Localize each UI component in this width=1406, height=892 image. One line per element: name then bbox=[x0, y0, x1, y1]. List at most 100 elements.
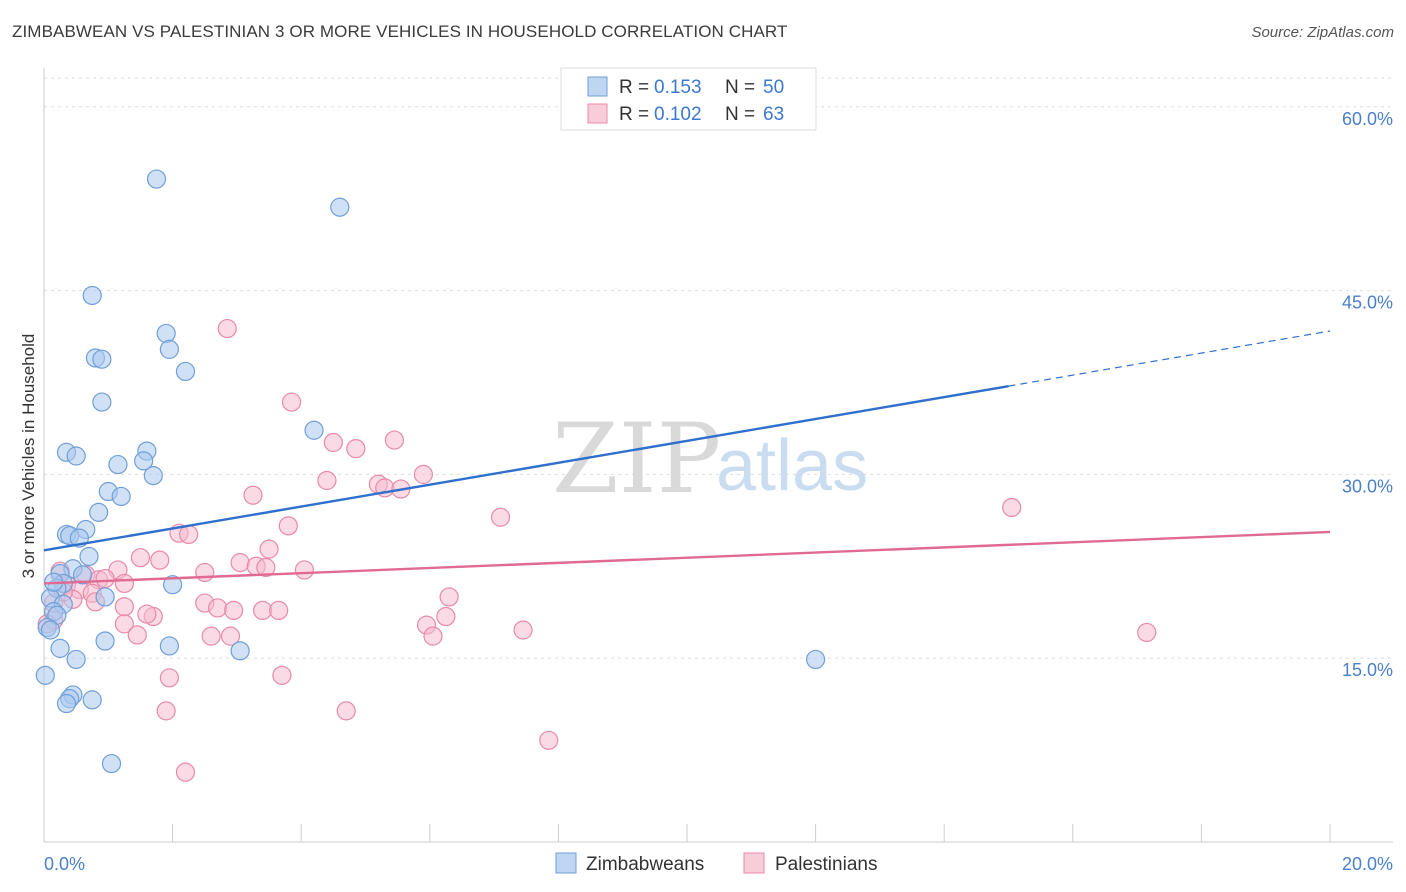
zimbabweans-point-8 bbox=[92, 392, 112, 412]
zimbabweans-point-45 bbox=[82, 690, 102, 710]
zimbabweans-point-4 bbox=[159, 339, 179, 359]
zimbabweans-point-46 bbox=[56, 693, 77, 714]
palestinians-point-37 bbox=[114, 597, 134, 617]
palestinians-point-10 bbox=[243, 485, 263, 505]
palestinians-point-28 bbox=[95, 568, 115, 589]
watermark: ZIP atlas bbox=[552, 403, 868, 515]
grid-lines bbox=[44, 77, 1393, 659]
zimbabweans-point-49 bbox=[72, 565, 93, 585]
zimbabweans-point-18 bbox=[89, 502, 109, 522]
trend-line-zimbabweans-extension bbox=[1008, 330, 1331, 387]
zimbabweans-point-0 bbox=[146, 169, 167, 189]
palestinians-point-24 bbox=[294, 560, 315, 580]
bottom-legend: Zimbabweans Palestinians bbox=[555, 852, 877, 875]
zimbabweans-point-9 bbox=[304, 420, 324, 440]
palestinians-point-16 bbox=[259, 539, 279, 559]
zimbabweans-point-30 bbox=[95, 587, 115, 607]
zimbabweans-point-35 bbox=[40, 620, 61, 640]
legend-swatch-pink bbox=[587, 103, 608, 124]
zimbabweans-point-6 bbox=[92, 349, 112, 369]
palestinians-point-0 bbox=[217, 318, 237, 339]
palestinians-point-55 bbox=[159, 668, 179, 688]
legend-r-label-1: R = bbox=[619, 77, 649, 98]
palestinians-point-11 bbox=[490, 507, 511, 527]
bottom-legend-swatch-pink bbox=[743, 852, 765, 874]
zimbabweans-point-1 bbox=[330, 197, 350, 217]
palestinians-point-4 bbox=[384, 430, 405, 450]
palestinians-point-56 bbox=[156, 701, 176, 721]
palestinians-point-21 bbox=[256, 557, 276, 578]
palestinians-point-62 bbox=[137, 604, 157, 624]
zimbabweans-point-28 bbox=[163, 575, 183, 595]
bottom-legend-swatch-blue bbox=[555, 852, 577, 874]
palestinians-point-52 bbox=[423, 626, 443, 646]
legend: R = 0.153 N = 50 R = 0.102 N = 63 bbox=[560, 67, 817, 131]
zimbabweans-point-7 bbox=[175, 361, 196, 382]
trend-line-zimbabweans bbox=[43, 384, 1009, 552]
zimbabweans-point-37 bbox=[159, 636, 179, 656]
palestinians-point-58 bbox=[539, 730, 559, 750]
palestinians-point-12 bbox=[1002, 497, 1022, 518]
zimbabweans-point-42 bbox=[35, 665, 55, 685]
palestinians-point-38 bbox=[208, 598, 228, 618]
legend-r-value-1: 0.153 bbox=[654, 77, 702, 98]
palestinians-point-40 bbox=[253, 600, 273, 621]
zimbabweans-point-38 bbox=[50, 638, 70, 658]
zimbabweans-point-2 bbox=[82, 285, 102, 306]
legend-swatch-blue bbox=[587, 76, 608, 97]
y-tick-label-1: 30.0% bbox=[1342, 476, 1393, 496]
palestinians-point-15 bbox=[179, 524, 199, 545]
y-axis-label: 3 or more Vehicles in Household bbox=[19, 334, 38, 579]
trend-lines bbox=[43, 330, 1331, 585]
palestinians-point-13 bbox=[278, 516, 298, 536]
palestinians-point-29 bbox=[114, 573, 134, 594]
x-tick-label-0: 0.0% bbox=[44, 854, 85, 874]
chart-title: ZIMBABWEAN VS PALESTINIAN 3 OR MORE VEHI… bbox=[12, 22, 788, 41]
zimbabweans-point-13 bbox=[134, 451, 154, 471]
palestinians-point-43 bbox=[436, 606, 456, 627]
palestinians-point-51 bbox=[220, 626, 241, 646]
legend-r-label-2: R = bbox=[619, 104, 649, 125]
bottom-legend-label-zimbabweans: Zimbabweans bbox=[586, 854, 704, 875]
palestinians-point-45 bbox=[114, 614, 134, 634]
zimbabweans-point-39 bbox=[230, 641, 250, 661]
palestinians-point-5 bbox=[317, 470, 337, 491]
zimbabweans-point-23 bbox=[79, 546, 99, 567]
palestinians-point-59 bbox=[175, 762, 196, 782]
legend-n-label-1: N = bbox=[725, 77, 755, 98]
zimbabweans-point-41 bbox=[805, 649, 826, 670]
palestinians-point-50 bbox=[201, 626, 221, 646]
zimbabweans-point-40 bbox=[66, 649, 86, 670]
palestinians-point-47 bbox=[513, 620, 533, 640]
x-tick-label-1: 20.0% bbox=[1342, 854, 1393, 874]
palestinians-point-3 bbox=[346, 439, 366, 459]
legend-n-value-2: 63 bbox=[763, 104, 784, 125]
legend-n-label-2: N = bbox=[725, 104, 755, 125]
palestinians-point-1 bbox=[281, 392, 302, 412]
y-tick-label-0: 15.0% bbox=[1342, 660, 1393, 680]
watermark-atlas: atlas bbox=[716, 426, 868, 506]
tick-labels: 15.0% 30.0% 45.0% 60.0% 0.0% 20.0% bbox=[44, 109, 1393, 874]
palestinians-point-33 bbox=[439, 587, 459, 607]
palestinians-point-39 bbox=[224, 600, 244, 621]
trend-line-palestinians bbox=[43, 530, 1331, 585]
palestinians-point-23 bbox=[195, 562, 215, 583]
palestinians-point-54 bbox=[272, 665, 292, 685]
legend-n-value-1: 50 bbox=[763, 77, 784, 98]
series-zimbabweans bbox=[35, 169, 826, 774]
palestinians-point-49 bbox=[127, 625, 147, 645]
palestinians-point-48 bbox=[1137, 622, 1157, 643]
palestinians-point-41 bbox=[269, 600, 289, 621]
palestinians-point-19 bbox=[230, 553, 250, 573]
zimbabweans-point-36 bbox=[95, 631, 115, 651]
axes bbox=[43, 68, 1393, 843]
y-tick-label-3: 60.0% bbox=[1342, 109, 1393, 129]
palestinians-point-17 bbox=[130, 548, 151, 568]
palestinians-point-2 bbox=[323, 432, 343, 453]
zimbabweans-point-3 bbox=[156, 323, 176, 344]
legend-r-value-2: 0.102 bbox=[654, 104, 702, 125]
palestinians-point-9 bbox=[413, 464, 433, 484]
zimbabweans-point-14 bbox=[108, 454, 128, 475]
bottom-legend-label-palestinians: Palestinians bbox=[775, 854, 877, 875]
zimbabweans-point-12 bbox=[66, 446, 86, 466]
